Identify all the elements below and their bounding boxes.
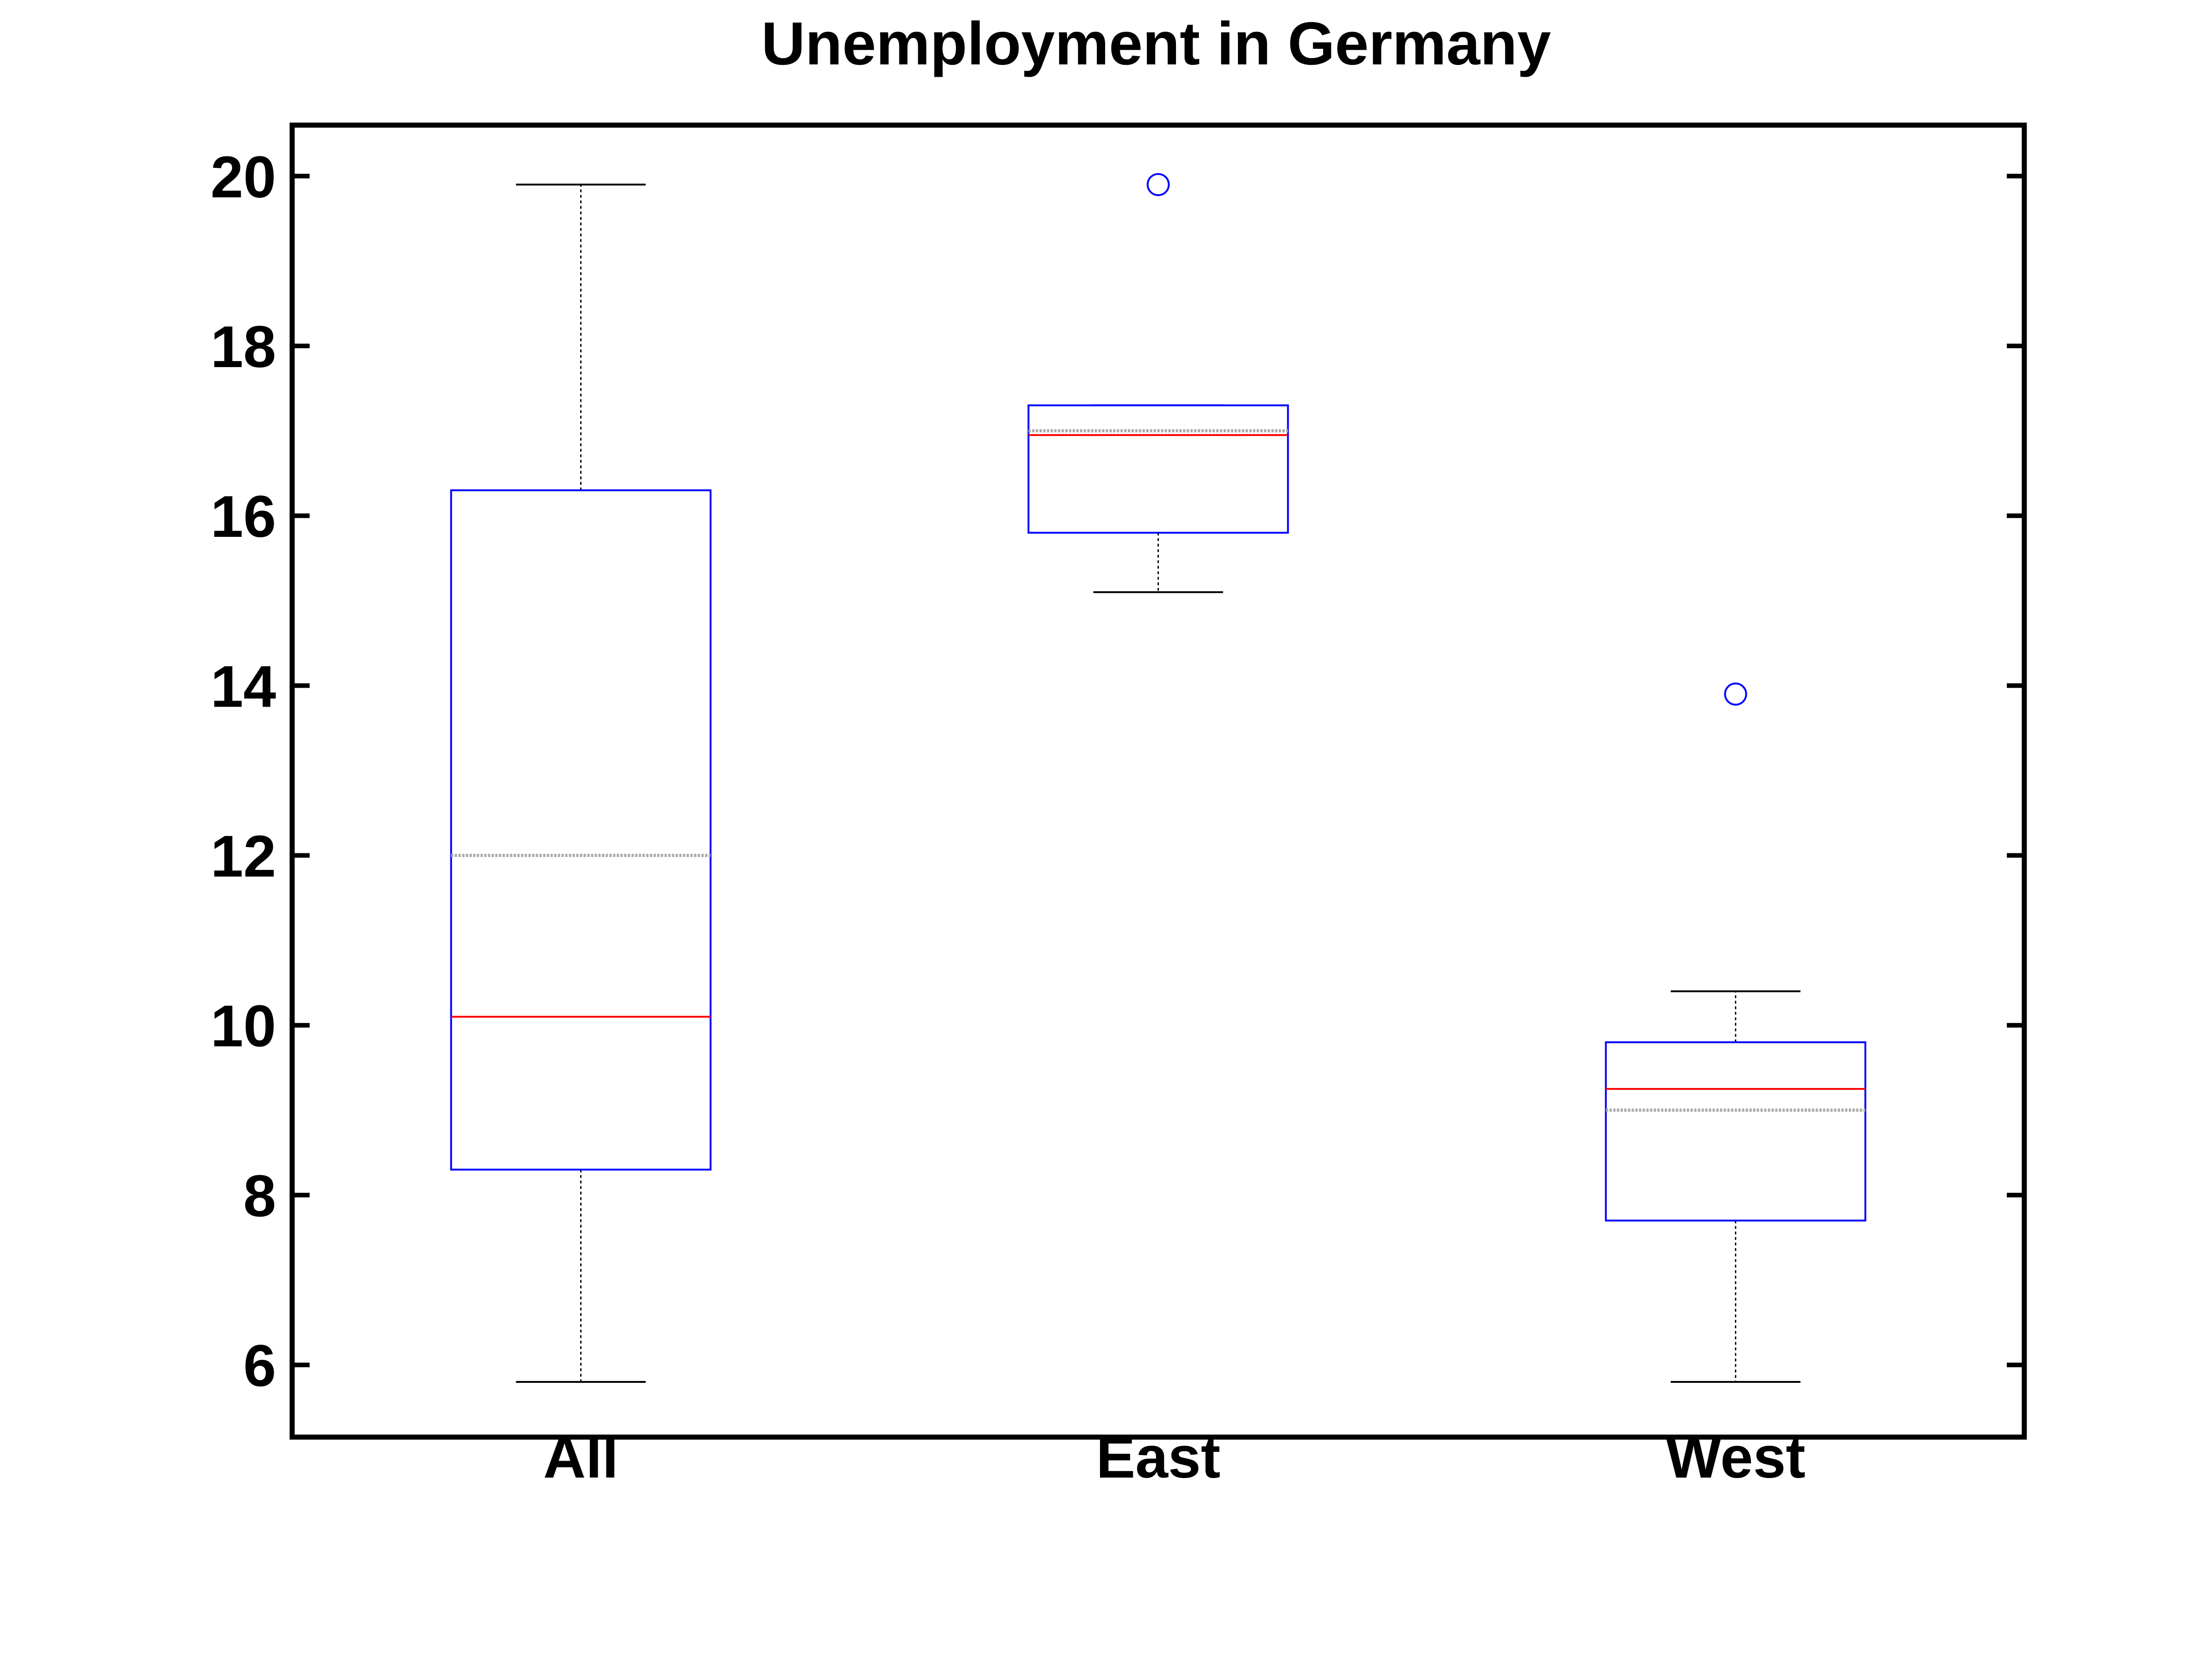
y-tick-label: 10	[211, 994, 276, 1059]
axes-frame	[289, 122, 2027, 1440]
outlier-point	[1146, 173, 1170, 196]
y-tick-label: 12	[211, 824, 276, 890]
y-tick-label: 16	[211, 484, 276, 550]
y-tick-label: 8	[243, 1163, 276, 1229]
chart-title: Unemployment in Germany	[761, 10, 1551, 77]
y-tick-label: 6	[243, 1333, 276, 1399]
y-tick-label: 20	[211, 144, 276, 210]
y-axis: 6 8 10 12 14 16 18 20	[211, 144, 2024, 1399]
plot-area	[450, 173, 1866, 1383]
box	[1605, 1041, 1866, 1222]
x-tick-label-east: East	[1096, 1425, 1220, 1490]
y-tick-label: 14	[211, 654, 276, 719]
box-group-all	[450, 184, 712, 1383]
y-tick-label: 18	[211, 314, 276, 380]
box	[1027, 404, 1289, 534]
x-tick-label-west: West	[1666, 1425, 1806, 1490]
outlier-point	[1724, 682, 1747, 706]
box-group-west	[1605, 682, 1866, 1383]
box	[450, 489, 712, 1171]
x-tick-label-all: All	[543, 1425, 619, 1490]
box-group-east	[1027, 173, 1289, 593]
x-axis: All East West	[543, 1425, 1806, 1490]
